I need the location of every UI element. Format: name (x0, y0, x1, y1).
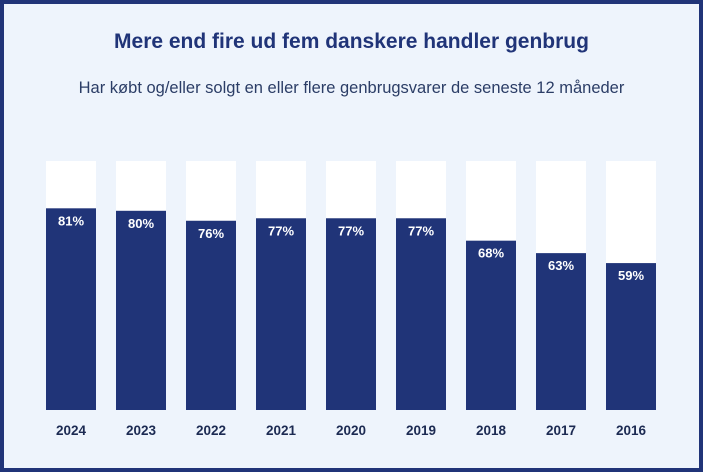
bar-2024 (46, 208, 96, 410)
value-label-2016: 59% (618, 268, 644, 283)
category-label-2016: 2016 (616, 423, 647, 438)
value-label-2020: 77% (338, 223, 364, 238)
category-label-2024: 2024 (56, 423, 87, 438)
value-label-2021: 77% (268, 223, 294, 238)
bar-2023 (116, 210, 166, 410)
chart-subtitle: Har købt og/eller solgt en eller flere g… (78, 79, 625, 97)
chart-title: Mere end fire ud fem danskere handler ge… (114, 30, 589, 53)
bar-2022 (186, 220, 236, 410)
bar-2017 (536, 253, 586, 410)
category-label-2019: 2019 (406, 423, 436, 438)
bar-2016 (606, 263, 656, 410)
category-label-2020: 2020 (336, 423, 366, 438)
value-label-2018: 68% (478, 246, 504, 261)
category-label-2023: 2023 (126, 423, 157, 438)
bar-2018 (466, 240, 516, 410)
category-label-2022: 2022 (196, 423, 226, 438)
value-label-2019: 77% (408, 223, 434, 238)
category-label-2021: 2021 (266, 423, 297, 438)
category-label-2017: 2017 (546, 423, 576, 438)
value-label-2024: 81% (58, 213, 84, 228)
category-label-2018: 2018 (476, 423, 507, 438)
bar-2019 (396, 218, 446, 410)
value-label-2017: 63% (548, 258, 574, 273)
value-label-2022: 76% (198, 226, 224, 241)
bar-2021 (256, 218, 306, 410)
bar-2020 (326, 218, 376, 410)
value-label-2023: 80% (128, 216, 154, 231)
